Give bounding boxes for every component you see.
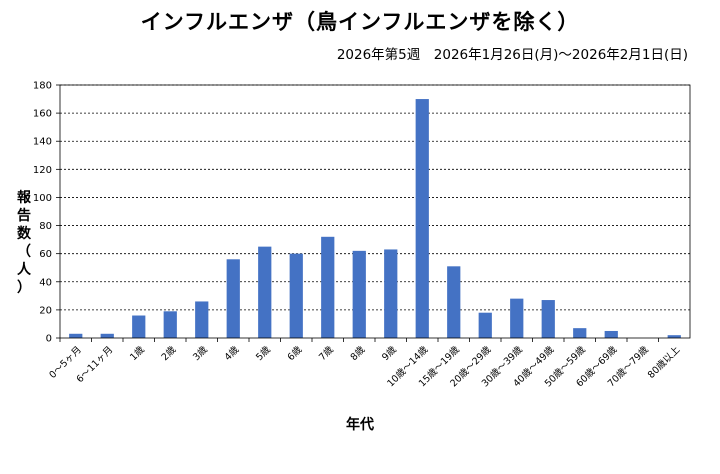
y-tick-label: 160 — [33, 109, 52, 120]
x-tick-label: 7歳 — [316, 343, 336, 363]
y-tick-labels: 0 20 40 60 80 100 120 140 160 180 — [33, 81, 52, 345]
y-tick-label: 60 — [39, 249, 52, 260]
x-tick-label: 3歳 — [190, 343, 210, 363]
bar — [352, 250, 366, 338]
x-tick-label: 2歳 — [159, 343, 179, 363]
x-tick-label: 6歳 — [285, 343, 305, 363]
bar — [604, 330, 618, 338]
y-axis-label-char: ） — [17, 280, 31, 296]
bars — [69, 99, 681, 338]
y-axis-label-char: 告 — [17, 208, 31, 224]
bar — [69, 333, 83, 338]
bar — [258, 246, 272, 338]
y-tick-label: 80 — [39, 221, 52, 232]
bar — [415, 99, 429, 338]
gridlines — [60, 84, 690, 311]
y-axis-label-char: （ — [17, 244, 31, 260]
bar — [132, 315, 146, 338]
bar — [478, 312, 492, 338]
x-tick-label: 9歳 — [379, 343, 399, 363]
y-tick-label: 140 — [33, 137, 52, 148]
bar — [667, 335, 681, 338]
x-tick-label: 4歳 — [222, 343, 242, 363]
chart-title: インフルエンザ（鳥インフルエンザを除く） — [140, 10, 580, 34]
bar — [100, 333, 114, 338]
bar — [321, 236, 335, 338]
axes — [56, 84, 691, 342]
y-tick-label: 40 — [39, 277, 52, 288]
y-axis-label-char: 報 — [17, 190, 31, 206]
bar — [541, 300, 555, 338]
bar — [226, 259, 240, 338]
x-tick-label: 80歳以上 — [645, 343, 683, 381]
bar — [384, 249, 398, 338]
x-tick-label: 1歳 — [127, 343, 147, 363]
bar — [289, 253, 303, 338]
plot-frame — [59, 84, 691, 339]
bar — [163, 311, 177, 338]
y-tick-label: 120 — [33, 165, 52, 176]
y-tick-label: 20 — [39, 305, 52, 316]
bar — [573, 328, 587, 338]
y-axis-label: 報 告 数 （ 人 ） — [14, 189, 34, 297]
x-tick-label: 5歳 — [253, 343, 273, 363]
x-tick-label: 8歳 — [348, 343, 368, 363]
bar — [510, 298, 524, 338]
y-tick-label: 100 — [33, 193, 52, 204]
bar — [447, 266, 461, 338]
y-tick-label: 180 — [33, 81, 52, 92]
y-axis-label-char: 数 — [17, 226, 31, 242]
bar — [195, 301, 209, 338]
x-axis-label: 年代 — [346, 417, 374, 433]
y-tick-label: 0 — [46, 334, 52, 345]
y-axis-label-char: 人 — [17, 262, 31, 278]
chart-subtitle: 2026年第5週 2026年1月26日(月)〜2026年2月1日(日) — [336, 47, 688, 63]
